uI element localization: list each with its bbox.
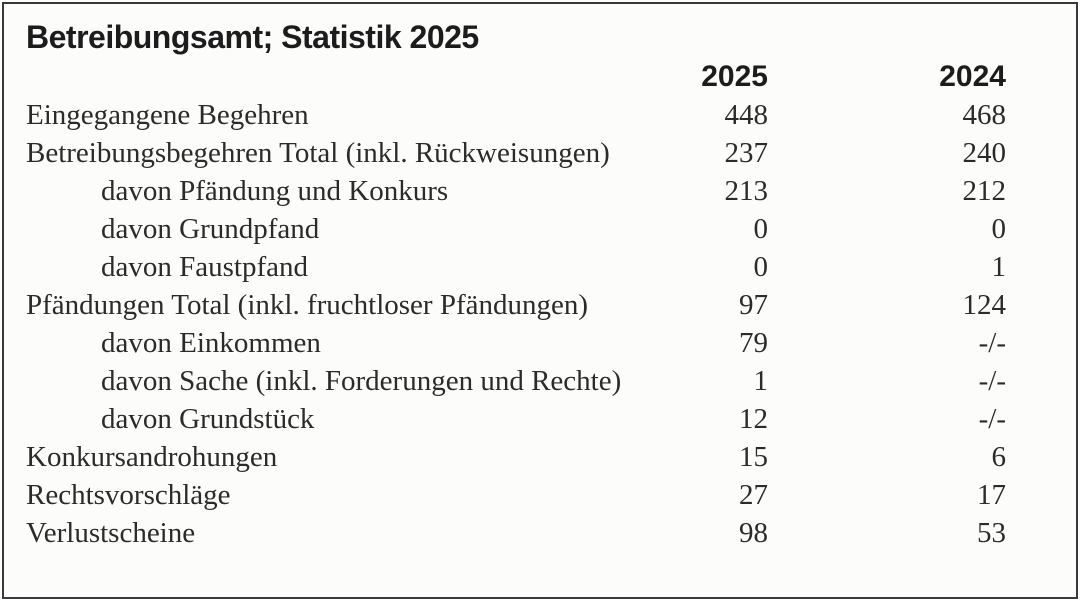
table-title: Betreibungsamt; Statistik 2025	[26, 19, 479, 55]
row-label: davon Grundpfand	[101, 213, 320, 245]
table-row: davon Einkommen 79 -/-	[26, 324, 1006, 362]
column-header-2024: 2024	[939, 60, 1006, 93]
row-label: Verlustscheine	[26, 517, 196, 549]
row-label: Konkursandrohungen	[26, 441, 278, 473]
table-row: davon Sache (inkl. Forderungen und Recht…	[26, 362, 1006, 400]
table-row: davon Grundstück 12 -/-	[26, 400, 1006, 438]
table-row: Verlustscheine 98 53	[26, 514, 1006, 552]
row-label: davon Grundstück	[101, 403, 315, 435]
row-label: Eingegangene Begehren	[26, 99, 309, 131]
table-row: davon Pfändung und Konkurs 213 212	[26, 172, 1006, 210]
row-value-2025: 448	[724, 99, 769, 131]
row-label: davon Sache (inkl. Forderungen und Recht…	[101, 365, 622, 397]
table-row: Betreibungsbegehren Total (inkl. Rückwei…	[26, 134, 1006, 172]
row-label: davon Pfändung und Konkurs	[101, 175, 449, 207]
row-value-2024: 1	[991, 251, 1007, 283]
table-row: Eingegangene Begehren 448 468	[26, 96, 1006, 134]
row-label: Rechtsvorschläge	[26, 479, 231, 511]
row-value-2025: 79	[739, 327, 768, 359]
row-value-2025: 27	[739, 479, 768, 511]
row-value-2024: 17	[977, 479, 1006, 511]
row-value-2024: 124	[962, 289, 1007, 321]
row-value-2024: 468	[962, 99, 1007, 131]
table-row: davon Grundpfand 0 0	[26, 210, 1006, 248]
table-row: Rechtsvorschläge 27 17	[26, 476, 1006, 514]
table-row: Pfändungen Total (inkl. fruchtloser Pfän…	[26, 286, 1006, 324]
row-value-2024: 240	[962, 137, 1007, 169]
row-value-2024: 212	[962, 175, 1007, 207]
row-value-2024: 0	[991, 213, 1007, 245]
row-value-2025: 213	[724, 175, 769, 207]
row-value-2024: 53	[977, 517, 1006, 549]
row-value-2024: -/-	[978, 365, 1006, 397]
row-value-2024: -/-	[978, 403, 1006, 435]
row-label: Pfändungen Total (inkl. fruchtloser Pfän…	[26, 289, 589, 321]
table-row: Konkursandrohungen 15 6	[26, 438, 1006, 476]
row-value-2025: 0	[753, 251, 769, 283]
row-value-2025: 1	[753, 365, 769, 397]
row-value-2025: 237	[724, 137, 769, 169]
row-label: Betreibungsbegehren Total (inkl. Rückwei…	[26, 137, 610, 169]
row-value-2025: 98	[739, 517, 768, 549]
table-row: davon Faustpfand 0 1	[26, 248, 1006, 286]
row-label: davon Einkommen	[101, 327, 321, 359]
row-label: davon Faustpfand	[101, 251, 308, 283]
row-value-2024: -/-	[978, 327, 1006, 359]
row-value-2025: 0	[753, 213, 769, 245]
row-value-2024: 6	[991, 441, 1007, 473]
row-value-2025: 97	[739, 289, 768, 321]
row-value-2025: 15	[739, 441, 768, 473]
row-value-2025: 12	[739, 403, 768, 435]
table-header-row: 2025 2024	[26, 58, 1006, 96]
column-header-2025: 2025	[701, 60, 768, 93]
